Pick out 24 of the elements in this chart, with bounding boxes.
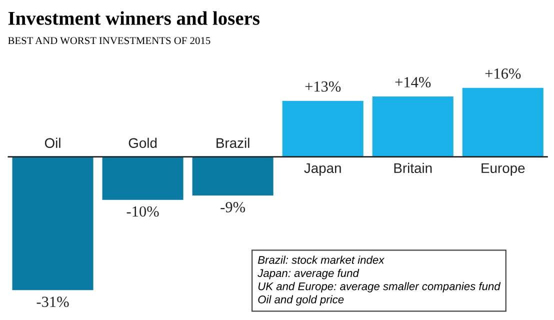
bar (462, 88, 544, 157)
bar (192, 156, 274, 196)
data-label: +14% (395, 77, 431, 88)
data-label: +13% (305, 81, 341, 92)
bar (372, 96, 454, 157)
bar (102, 156, 184, 200)
x-tick-label: Brazil (216, 138, 250, 148)
x-tick-label: Britain (394, 162, 432, 174)
x-tick-label: Oil (44, 138, 60, 148)
annotation: UK and Europe: average smaller companies fund (258, 282, 501, 292)
chart-title: Investment winners and losers (8, 11, 260, 25)
bar (282, 100, 364, 157)
data-label: -10% (126, 206, 159, 217)
data-label: +16% (485, 68, 521, 79)
chart-subtitle: BEST AND WORST INVESTMENTS OF 2015 (8, 37, 210, 44)
bar (12, 156, 94, 290)
x-tick-label: Europe (482, 163, 525, 176)
x-tick-label: Gold (128, 138, 157, 148)
x-tick-label: Japan (304, 163, 341, 176)
data-label: -31% (36, 296, 69, 308)
annotation: Brazil: stock market index (258, 256, 385, 264)
data-label: -9% (220, 202, 246, 212)
annotation: Japan: average fund (258, 268, 360, 280)
text: Oil and gold price (258, 295, 344, 306)
